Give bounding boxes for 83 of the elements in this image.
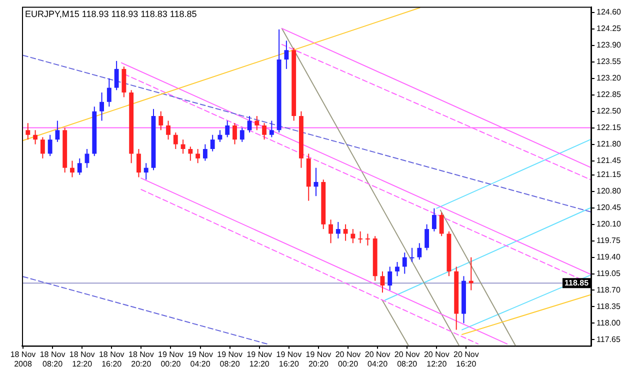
y-tick-label: 119.05 [596,268,621,278]
y-tick-label: 122.50 [596,106,622,116]
x-tick-label: 19 Nov 12:20 [246,350,272,368]
x-tick-label: 18 Nov 20:20 [128,350,154,368]
y-tick-label: 118.70 [596,285,621,294]
candlestick [328,219,333,244]
candlestick [55,120,60,142]
y-tick-label: 124.60 [596,8,622,17]
candlestick [100,92,104,122]
y-tick-label: 123.90 [596,40,622,50]
candlestick [336,221,340,239]
candlestick [439,212,444,237]
candlestick [402,252,407,274]
candlestick [432,208,436,232]
candlestick [424,224,430,251]
y-tick-label: 122.15 [596,123,622,132]
x-tick-label: 19 Nov 00:20 [158,350,184,368]
x-tick-label: 18 Nov 2008 [10,350,36,368]
x-tick-label: 18 Nov 16:20 [98,350,124,368]
candlestick [70,160,74,178]
y-tick-label: 121.80 [596,139,622,148]
candlestick [225,120,230,138]
y-tick-label: 121.45 [596,156,622,165]
candlestick [358,230,363,244]
x-tick-label: 20 Nov 00:20 [335,350,361,368]
y-tick-label: 123.55 [596,57,622,66]
x-tick-label: 18 Nov 12:20 [69,350,95,368]
candlestick [395,261,400,277]
candlestick [77,158,82,176]
candlestick [380,270,385,294]
x-tick-label: 19 Nov 20:20 [306,350,332,368]
candlestick [48,134,52,157]
y-tick-label: 124.25 [596,24,622,34]
candlestick [196,148,200,164]
candlestick [122,66,126,98]
candlestick [166,120,170,140]
candlestick [40,136,45,159]
x-tick-label: 19 Nov 16:20 [276,350,302,368]
y-tick-label: 119.75 [596,236,621,246]
y-tick-label: 121.15 [596,170,622,180]
candlestick [240,127,244,142]
y-tick-label: 118.00 [596,318,621,328]
candlestick [254,116,260,131]
candlestick [262,122,267,140]
candlestick [180,139,186,154]
candlestick [136,148,141,178]
candlestick [202,144,208,162]
candlestick [188,146,193,162]
candlestick [269,120,274,138]
x-tick-label: 19 Nov 04:20 [188,350,213,368]
x-tick-label: 20 Nov 16:20 [454,350,479,368]
candlestick [84,148,90,168]
x-tick-label: 19 Nov 08:20 [217,350,242,368]
candlestick [114,60,119,91]
y-tick-label: 117.65 [596,334,621,344]
candlestick [343,224,348,242]
candlestick [365,233,370,246]
y-tick-label: 122.85 [596,90,622,100]
candlestick [210,134,215,152]
candlestick [106,78,112,108]
candlestick [350,228,356,244]
x-tick-label: 20 Nov 12:20 [424,350,450,368]
candlestick [173,132,178,150]
y-tick-label: 118.35 [596,302,621,311]
x-tick-label: 20 Nov 04:20 [364,350,390,368]
candlestick [33,130,38,145]
candlestick [158,110,164,131]
candlestick [232,122,237,145]
y-tick-label: 119.40 [596,252,621,262]
candlestick [388,266,392,291]
y-tick-label: 120.80 [596,186,622,196]
y-tick-label: 123.20 [596,74,622,83]
candlestick [26,122,30,140]
chart-title: EURJPY,M15 118.93 118.93 118.83 118.85 [25,8,197,19]
x-tick-label: 20 Nov 08:20 [394,350,420,368]
x-tick-label: 18 Nov 08:20 [40,350,66,368]
candlestick [284,40,289,70]
y-tick-label: 120.45 [596,203,622,212]
candlestick [417,242,422,260]
y-tick-label: 120.10 [596,220,622,229]
candlestick [144,162,148,180]
ref-line-label: 118.85 [564,278,590,288]
candlestick [247,116,252,134]
